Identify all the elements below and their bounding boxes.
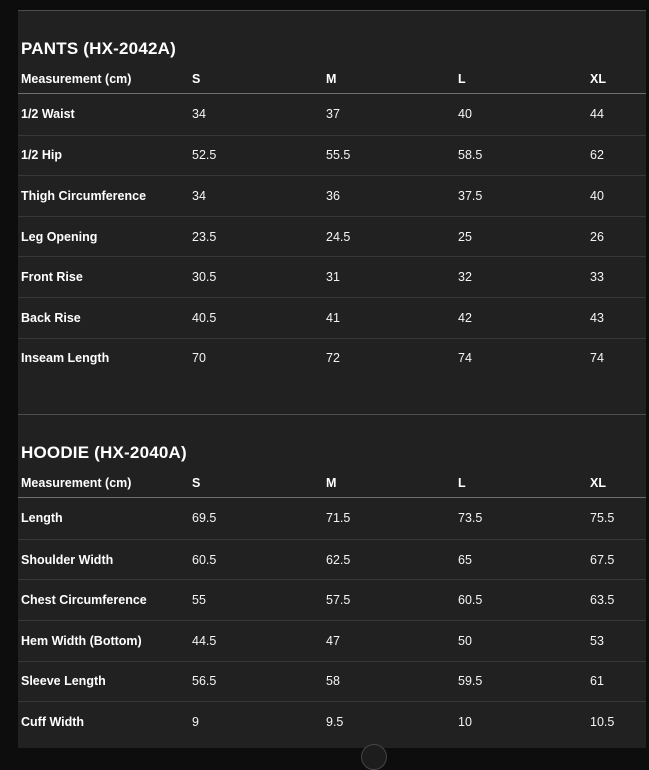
size-value-s: 40.5: [192, 310, 217, 325]
size-value-xl: 43: [590, 310, 604, 325]
table-row: Sleeve Length 56.5 58 59.5 61: [18, 660, 646, 702]
table-row: Shoulder Width 60.5 62.5 65 67.5: [18, 538, 646, 580]
size-value-l: 59.5: [458, 674, 483, 689]
measurement-label: Cuff Width: [21, 714, 85, 729]
size-value-m: 37: [326, 107, 340, 122]
column-header-l: L: [458, 475, 466, 490]
size-value-xl: 75.5: [590, 511, 615, 526]
hoodie-table-title: HOODIE (HX-2040A): [21, 443, 187, 463]
size-value-xl: 67.5: [590, 552, 615, 567]
size-value-s: 69.5: [192, 511, 217, 526]
size-value-m: 57.5: [326, 593, 351, 608]
table-row: Cuff Width 9 9.5 10 10.5: [18, 701, 646, 742]
size-value-xl: 63.5: [590, 593, 615, 608]
measurement-label: Front Rise: [21, 270, 83, 285]
size-value-s: 44.5: [192, 633, 217, 648]
size-value-l: 10: [458, 714, 472, 729]
size-value-l: 74: [458, 351, 472, 366]
size-value-s: 23.5: [192, 229, 217, 244]
size-value-s: 9: [192, 714, 199, 729]
table-row: Hem Width (Bottom) 44.5 47 50 53: [18, 619, 646, 661]
measurement-label: Thigh Circumference: [21, 188, 147, 203]
size-value-m: 71.5: [326, 511, 351, 526]
size-chart-content: PANTS (HX-2042A) Measurement (cm) S M L …: [18, 10, 646, 748]
size-value-xl: 61: [590, 674, 604, 689]
size-value-m: 72: [326, 351, 340, 366]
column-header-measurement: Measurement (cm): [21, 475, 132, 490]
size-value-m: 62.5: [326, 552, 351, 567]
measurement-label: Length: [21, 511, 63, 526]
size-value-s: 60.5: [192, 552, 217, 567]
size-value-l: 65: [458, 552, 472, 567]
size-value-xl: 62: [590, 148, 604, 163]
measurement-label: 1/2 Waist: [21, 107, 75, 122]
column-header-m: M: [326, 71, 337, 86]
measurement-label: Leg Opening: [21, 229, 98, 244]
size-value-xl: 44: [590, 107, 604, 122]
size-value-xl: 53: [590, 633, 604, 648]
size-value-s: 56.5: [192, 674, 217, 689]
pants-size-table-section: PANTS (HX-2042A) Measurement (cm) S M L …: [18, 10, 646, 414]
size-value-m: 41: [326, 310, 340, 325]
column-header-m: M: [326, 475, 337, 490]
size-value-l: 73.5: [458, 511, 483, 526]
size-value-m: 9.5: [326, 714, 344, 729]
pants-table-title: PANTS (HX-2042A): [21, 39, 176, 58]
size-value-s: 52.5: [192, 148, 217, 163]
size-value-m: 31: [326, 270, 340, 285]
size-value-l: 25: [458, 229, 472, 244]
table-row: 1/2 Hip 52.5 55.5 58.5 62: [18, 134, 646, 176]
size-value-s: 55: [192, 593, 206, 608]
column-header-measurement: Measurement (cm): [21, 71, 132, 86]
pants-header-row: Measurement (cm) S M L XL: [18, 64, 646, 94]
column-header-s: S: [192, 475, 201, 490]
size-value-s: 34: [192, 107, 206, 122]
hoodie-size-table-section: HOODIE (HX-2040A) Measurement (cm) S M L…: [18, 414, 646, 748]
size-value-xl: 40: [590, 188, 604, 203]
table-row: Inseam Length 70 72 74 74: [18, 337, 646, 379]
hoodie-header-row: Measurement (cm) S M L XL: [18, 468, 646, 499]
size-value-l: 40: [458, 107, 472, 122]
size-value-m: 47: [326, 633, 340, 648]
size-value-l: 50: [458, 633, 472, 648]
size-value-xl: 26: [590, 229, 604, 244]
size-value-m: 55.5: [326, 148, 351, 163]
measurement-label: 1/2 Hip: [21, 148, 62, 163]
size-value-s: 70: [192, 351, 206, 366]
size-value-l: 37.5: [458, 188, 483, 203]
measurement-label: Inseam Length: [21, 351, 110, 366]
table-row: Back Rise 40.5 41 42 43: [18, 296, 646, 338]
size-value-m: 58: [326, 674, 340, 689]
size-value-xl: 33: [590, 270, 604, 285]
measurement-label: Chest Circumference: [21, 593, 147, 608]
measurement-label: Shoulder Width: [21, 552, 114, 567]
table-row: Front Rise 30.5 31 32 33: [18, 256, 646, 297]
measurement-label: Hem Width (Bottom): [21, 633, 142, 648]
size-value-l: 42: [458, 310, 472, 325]
column-header-l: L: [458, 71, 466, 86]
size-value-l: 60.5: [458, 593, 483, 608]
size-value-s: 30.5: [192, 270, 217, 285]
column-header-s: S: [192, 71, 201, 86]
measurement-label: Sleeve Length: [21, 674, 106, 689]
column-header-xl: XL: [590, 71, 606, 86]
table-row: Leg Opening 23.5 24.5 25 26: [18, 215, 646, 257]
size-value-s: 34: [192, 188, 206, 203]
table-row: Chest Circumference 55 57.5 60.5 63.5: [18, 579, 646, 620]
size-value-l: 58.5: [458, 148, 483, 163]
size-value-l: 32: [458, 270, 472, 285]
table-row: Thigh Circumference 34 36 37.5 40: [18, 175, 646, 216]
measurement-label: Back Rise: [21, 310, 81, 325]
size-value-m: 36: [326, 188, 340, 203]
column-header-xl: XL: [590, 475, 606, 490]
size-value-xl: 74: [590, 351, 604, 366]
table-row: Length 69.5 71.5 73.5 75.5: [18, 498, 646, 539]
size-value-xl: 10.5: [590, 714, 615, 729]
size-value-m: 24.5: [326, 229, 351, 244]
table-row: 1/2 Waist 34 37 40 44: [18, 94, 646, 135]
